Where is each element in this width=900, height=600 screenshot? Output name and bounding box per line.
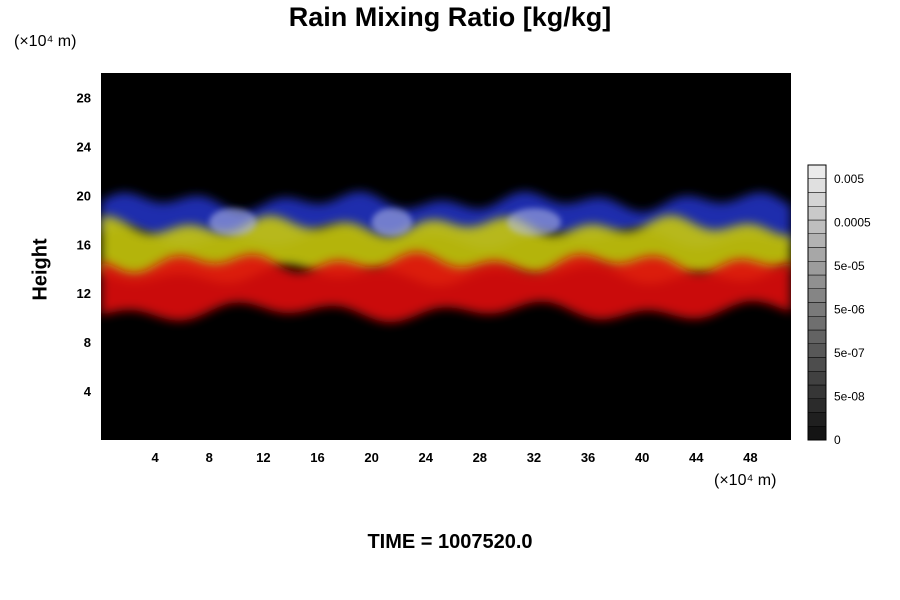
colorbar-tick-label: 5e-06: [834, 303, 865, 317]
colorbar-tick-label: 5e-07: [834, 346, 865, 360]
chart-title: Rain Mixing Ratio [kg/kg]: [288, 2, 612, 32]
colorbar-tick-label: 0: [834, 433, 841, 447]
x-tick-label: 12: [256, 450, 270, 465]
colorbar-tick-label: 5e-05: [834, 259, 865, 273]
colorbar-swatch: [807, 329, 827, 344]
colorbar-swatch: [807, 302, 827, 317]
y-tick-label: 28: [77, 90, 91, 105]
x-tick-label: 36: [581, 450, 595, 465]
y-axis: 4 8 12 16 20 24 28: [77, 90, 92, 399]
x-tick-label: 28: [473, 450, 487, 465]
x-tick-label: 44: [689, 450, 704, 465]
y-tick-label: 20: [77, 188, 91, 203]
colorbar-swatch: [807, 178, 827, 193]
x-tick-label: 20: [364, 450, 378, 465]
y-tick-label: 8: [84, 335, 91, 350]
layer-highlight-0: [209, 208, 257, 237]
colorbar-swatch: [807, 219, 827, 234]
x-tick-label: 8: [206, 450, 213, 465]
y-tick-label: 4: [84, 384, 92, 399]
x-tick-label: 48: [743, 450, 757, 465]
x-tick-label: 32: [527, 450, 541, 465]
colorbar-swatch: [807, 398, 827, 413]
colorbar-swatch: [807, 164, 827, 179]
colorbar-swatch: [807, 247, 827, 262]
y-tick-label: 16: [77, 237, 91, 252]
colorbar-swatch: [807, 233, 827, 248]
time-annotation: TIME = 1007520.0: [367, 531, 533, 553]
y-tick-label: 12: [77, 286, 91, 301]
x-tick-label: 24: [418, 450, 433, 465]
rain-layers: [101, 191, 791, 323]
y-tick-label: 24: [77, 139, 92, 154]
colorbar-swatch: [807, 384, 827, 399]
colorbar-frame: [807, 164, 827, 441]
x-tick-label: 40: [635, 450, 649, 465]
colorbar-swatch: [807, 274, 827, 289]
colorbar-swatch: [807, 206, 827, 221]
colorbar-swatch: [807, 371, 827, 386]
layer-highlight-1: [371, 208, 413, 237]
colorbar-swatch: [807, 192, 827, 207]
x-tick-label: 16: [310, 450, 324, 465]
colorbar-swatch: [807, 343, 827, 358]
colorbar-tick-label: 5e-08: [834, 390, 865, 404]
layer-highlight-2: [506, 208, 561, 237]
colorbar-swatch: [807, 412, 827, 427]
colorbar-swatch: [807, 288, 827, 303]
colorbar-swatch: [807, 357, 827, 372]
colorbar-tick-label: 0.0005: [834, 216, 871, 230]
x-tick-label: 4: [152, 450, 160, 465]
x-axis: 4 8 12 16 20 24 28 32 36 40 44 48: [152, 450, 758, 465]
y-axis-unit: (×10⁴ m): [14, 33, 77, 50]
colorbar: 0.005 0.0005 5e-05 5e-06 5e-07 5e-08 0: [807, 164, 871, 447]
colorbar-swatch: [807, 426, 827, 441]
colorbar-swatch: [807, 261, 827, 276]
rain-layer-2: [101, 252, 791, 323]
x-axis-unit: (×10⁴ m): [714, 472, 777, 489]
colorbar-tick-label: 0.005: [834, 172, 864, 186]
colorbar-swatch: [807, 316, 827, 331]
